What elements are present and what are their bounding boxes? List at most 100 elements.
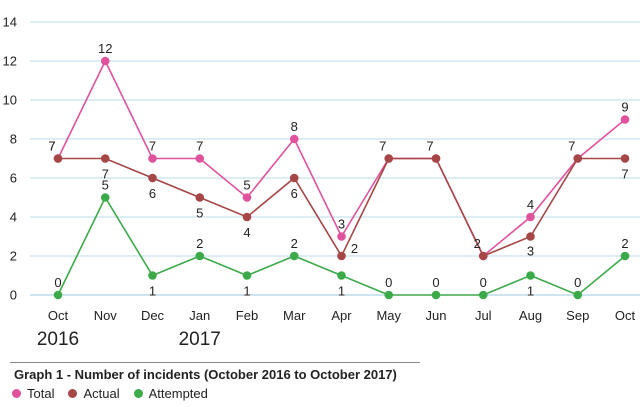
data-label-attempted: 1 (149, 284, 156, 299)
legend-swatch-actual (68, 389, 78, 398)
legend-swatch-attempted (133, 389, 143, 398)
y-tick-label: 2 (10, 249, 17, 264)
x-tick-label: Oct (48, 308, 69, 323)
data-point-actual (526, 232, 535, 241)
data-point-actual (478, 251, 488, 261)
year-labels: 2016 2017 (37, 329, 221, 350)
data-point-actual (337, 251, 346, 261)
legend-item-attempted: Attempted (133, 386, 208, 401)
data-point-actual (242, 212, 252, 222)
series-line-actual (58, 157, 625, 258)
data-label-actual: 6 (149, 186, 156, 201)
data-label-actual: 2 (351, 241, 358, 256)
x-tick-label: Apr (331, 308, 352, 323)
data-point-total (195, 154, 205, 163)
data-label-total: 4 (527, 197, 534, 212)
data-label-actual: 4 (243, 225, 250, 240)
data-label-total: 12 (98, 41, 112, 56)
x-tick-label: Oct (615, 308, 636, 323)
data-label-attempted: 1 (338, 284, 345, 299)
series-line-attempted (57, 195, 626, 296)
data-label-total: 3 (338, 217, 345, 232)
data-point-attempted (478, 290, 488, 300)
data-label-total: 7 (149, 139, 156, 154)
data-point-attempted (620, 251, 630, 261)
y-axis-ticks: 0 2 4 6 8 10 12 14 (3, 15, 17, 303)
data-point-actual (431, 154, 441, 163)
x-axis-ticks: Oct Nov Dec Jan Feb Mar Apr May Jun Jul Aug Sep Oct (48, 308, 636, 323)
x-tick-label: Aug (519, 308, 542, 323)
data-point-attempted (53, 290, 63, 300)
data-label-actual: 7 (621, 167, 628, 182)
data-label-total: 2 (474, 236, 481, 251)
data-label-actual: 3 (527, 244, 534, 259)
data-point-actual (195, 193, 205, 202)
data-point-actual (289, 173, 299, 183)
x-tick-label: Nov (94, 308, 118, 323)
data-point-actual (100, 154, 110, 163)
x-tick-label: Dec (141, 308, 165, 323)
x-tick-label: Sep (566, 308, 589, 323)
y-tick-label: 12 (3, 54, 17, 69)
data-label-total: 7 (568, 139, 575, 154)
data-point-actual (620, 154, 630, 163)
data-point-actual (384, 154, 394, 163)
data-label-attempted: 1 (243, 284, 250, 299)
data-label-actual: 5 (196, 206, 203, 221)
data-label-attempted: 0 (574, 275, 581, 290)
x-tick-label: Jun (426, 308, 447, 323)
data-point-total (242, 193, 252, 202)
data-point-total (620, 115, 630, 124)
data-label-attempted: 2 (196, 236, 203, 251)
caption-divider (10, 362, 420, 363)
data-point-actual (53, 154, 63, 163)
legend-label-total: Total (27, 386, 55, 401)
year-label: 2017 (179, 329, 221, 350)
data-point-attempted (242, 271, 252, 280)
data-label-attempted: 0 (54, 275, 61, 290)
data-label-total: 7 (426, 139, 433, 154)
data-point-attempted (431, 290, 441, 300)
y-tick-label: 10 (3, 93, 17, 108)
data-label-attempted: 2 (621, 236, 628, 251)
data-point-attempted (384, 290, 394, 300)
data-label-total: 9 (621, 100, 628, 115)
x-tick-label: Feb (236, 308, 258, 323)
data-point-total (289, 134, 299, 144)
y-tick-label: 4 (10, 210, 17, 225)
series-layer (53, 56, 630, 300)
data-label-total: 7 (196, 139, 203, 154)
data-label-total: 7 (48, 139, 55, 154)
data-label-total: 7 (379, 139, 386, 154)
data-point-attempted (100, 193, 110, 202)
legend-label-actual: Actual (83, 386, 120, 401)
data-label-actual: 6 (291, 186, 298, 201)
y-tick-label: 14 (3, 15, 17, 30)
year-label: 2016 (37, 329, 79, 350)
x-tick-label: Mar (283, 308, 306, 323)
x-tick-label: Jan (189, 308, 210, 323)
legend-item-total: Total (12, 386, 54, 401)
chart-caption: Graph 1 - Number of incidents (October 2… (14, 367, 397, 382)
data-point-attempted (573, 290, 583, 300)
data-label-attempted: 5 (102, 178, 109, 193)
data-point-total (526, 212, 535, 222)
legend-label-attempted: Attempted (148, 386, 208, 401)
data-label-attempted: 0 (480, 275, 487, 290)
data-point-total (337, 232, 346, 241)
data-label-actual: 7 (48, 139, 55, 154)
legend: Total Actual Attempted (12, 386, 208, 401)
data-label-total: 5 (243, 178, 250, 193)
legend-item-actual: Actual (68, 386, 120, 401)
data-point-total (148, 154, 157, 163)
data-point-attempted (526, 271, 535, 280)
data-label-attempted: 0 (432, 275, 439, 290)
gridlines (30, 21, 640, 296)
x-tick-label: Jul (475, 308, 492, 323)
x-tick-label: May (376, 308, 401, 323)
data-point-actual (148, 173, 157, 183)
data-point-actual (573, 154, 583, 163)
data-label-total: 8 (291, 119, 298, 134)
